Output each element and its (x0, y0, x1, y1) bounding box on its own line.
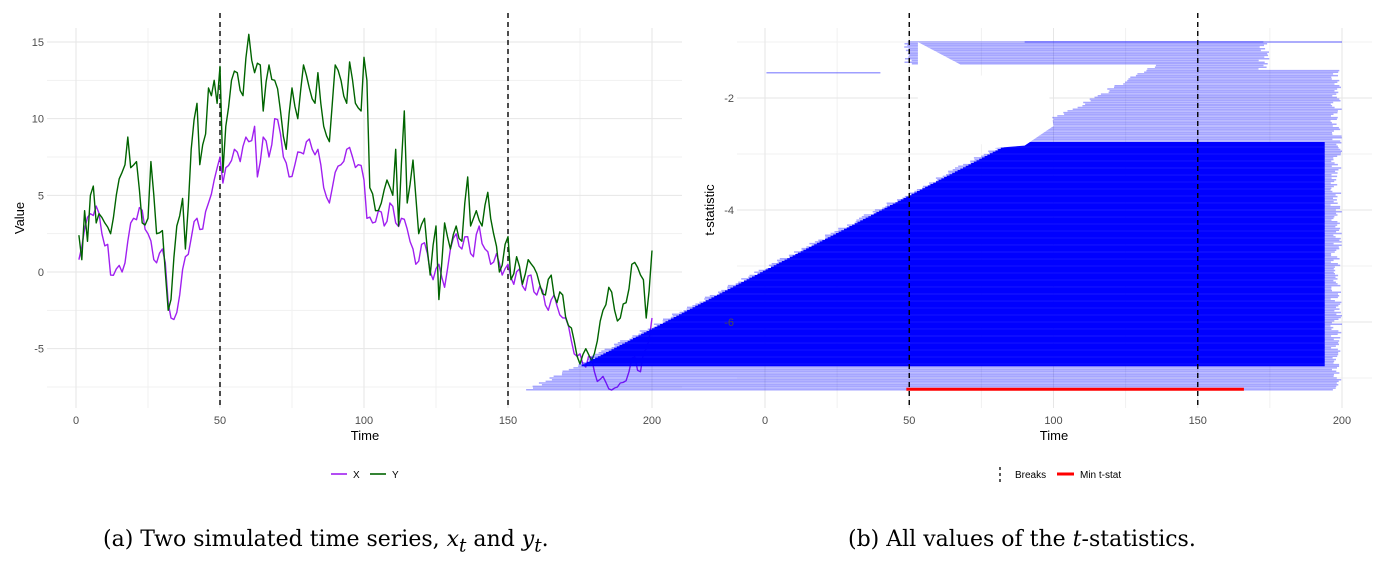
panel-b-t-stat-segments (526, 41, 1342, 391)
legend-y-label: Y (392, 470, 399, 481)
series-line-x (78, 117, 653, 391)
caption-a-and: and (473, 527, 515, 552)
panel-a-y-axis-title: Value (12, 202, 27, 234)
legend-x-label: X (353, 470, 360, 481)
caption-a: (a) Two simulated time series, xt and yt… (103, 527, 549, 556)
x-tick-label: 0 (762, 415, 768, 427)
panel-b-x-ticks: 0 50 100 150 200 (762, 415, 1351, 427)
y-tick-label: -4 (724, 205, 734, 217)
panel-b-x-axis-title: Time (1040, 428, 1068, 443)
panel-a-x-ticks: 0 50 100 150 200 (73, 415, 661, 427)
x-tick-label: 100 (1044, 415, 1062, 427)
x-tick-label: 200 (1333, 415, 1351, 427)
caption-b: (b) All values of the t-statistics. (848, 527, 1196, 552)
x-tick-label: 50 (903, 415, 915, 427)
legend-min-label: Min t-stat (1080, 470, 1121, 481)
caption-b-t-var: t (1072, 527, 1082, 552)
panel-a-x-axis-title: Time (351, 428, 379, 443)
caption-a-x-var: x (446, 527, 460, 552)
caption-a-y-var: y (521, 527, 535, 552)
x-tick-label: 150 (499, 415, 517, 427)
legend-breaks-label: Breaks (1015, 470, 1046, 481)
panel-b-t-statistics: 0 50 100 150 200 -6 -4 -2 Time t-statistic Bre… (526, 13, 1372, 484)
caption-a-x-sub: t (459, 535, 467, 557)
panel-b-y-ticks: -6 -4 -2 (724, 93, 734, 329)
series-line-y (78, 33, 653, 365)
panel-a-y-ticks: -5 0 5 10 15 (32, 37, 44, 356)
panel-a-legend: X Y (331, 470, 399, 481)
caption-a-text: Two simulated time series, (140, 527, 440, 552)
panel-a-series (78, 33, 653, 391)
y-tick-label: 5 (38, 190, 44, 202)
panel-b-y-axis-title: t-statistic (702, 184, 717, 236)
caption-a-label: (a) (103, 527, 134, 552)
y-tick-label: 10 (32, 114, 44, 126)
panel-a-time-series: 0 50 100 150 200 -5 0 5 10 15 Time Value X Y (12, 13, 682, 481)
segment-gap (917, 42, 1054, 149)
y-tick-label: -6 (724, 317, 734, 329)
caption-a-end: . (541, 527, 549, 552)
caption-a-y-sub: t (534, 535, 542, 557)
y-tick-label: 15 (32, 37, 44, 49)
x-tick-label: 200 (643, 415, 661, 427)
panel-b-break-lines (908, 13, 1199, 408)
x-tick-label: 150 (1189, 415, 1207, 427)
caption-b-pre: All values of the (886, 527, 1066, 552)
caption-b-label: (b) (848, 527, 880, 552)
y-tick-label: -2 (724, 93, 734, 105)
y-tick-label: -5 (34, 344, 44, 356)
y-tick-label: 0 (38, 267, 44, 279)
panel-b-legend: Breaks Min t-stat (999, 467, 1121, 484)
x-tick-label: 100 (355, 415, 373, 427)
x-tick-label: 50 (214, 415, 226, 427)
x-tick-label: 0 (73, 415, 79, 427)
caption-b-post: -statistics. (1081, 527, 1196, 552)
